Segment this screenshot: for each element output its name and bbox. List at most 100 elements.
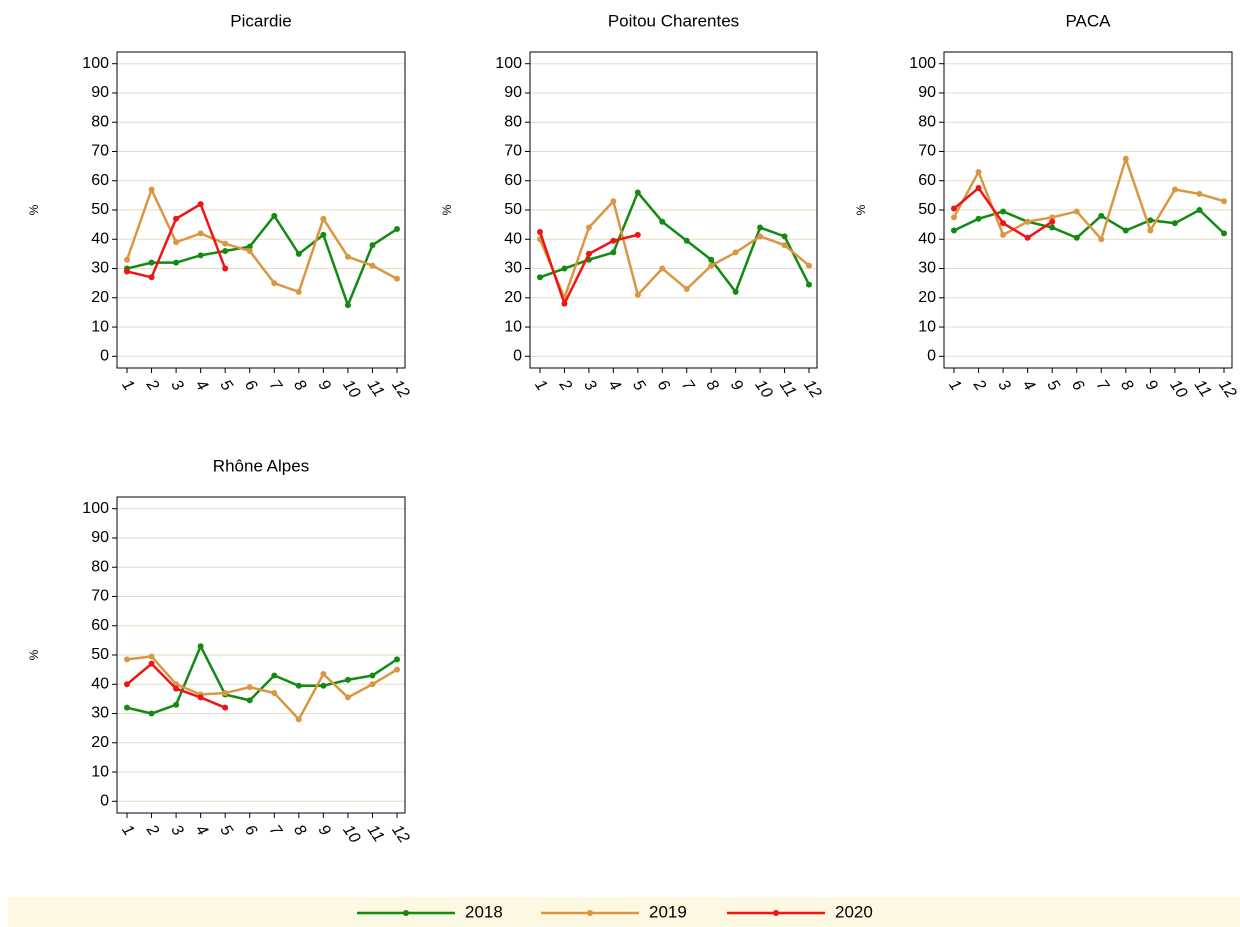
series-point <box>1122 227 1129 234</box>
series-point <box>537 228 543 235</box>
series-point <box>1171 186 1178 193</box>
y-tick-label: 90 <box>504 84 522 101</box>
y-tick-label: 90 <box>91 529 109 546</box>
x-tick-label: 11 <box>364 377 387 400</box>
series-point <box>271 280 278 287</box>
legend-marker <box>773 910 779 916</box>
y-tick-label: 20 <box>504 289 522 306</box>
series-point <box>1049 214 1056 221</box>
y-tick-label: 60 <box>918 172 936 189</box>
series-point <box>610 237 617 244</box>
series-point <box>1147 227 1154 234</box>
series-point <box>271 690 278 697</box>
series-point <box>1098 212 1105 219</box>
y-tick-label: 40 <box>918 230 936 247</box>
series-point <box>320 215 327 222</box>
series-point <box>1000 231 1007 238</box>
series-point <box>124 656 130 663</box>
series-point <box>320 671 327 678</box>
series-point <box>197 252 204 259</box>
series-point <box>173 259 180 266</box>
x-tick-label: 9 <box>727 377 746 394</box>
x-tick-label: 8 <box>1117 377 1136 394</box>
series-point <box>537 274 543 281</box>
y-tick-label: 100 <box>82 500 109 517</box>
x-tick-label: 9 <box>1142 377 1161 394</box>
series-point <box>757 233 764 240</box>
series-point <box>295 682 302 689</box>
series-point <box>1024 218 1031 225</box>
x-tick-label: 4 <box>1019 377 1038 394</box>
series-point <box>197 643 204 650</box>
series-point <box>806 262 812 269</box>
x-tick-label: 7 <box>266 822 286 840</box>
series-point <box>394 666 400 673</box>
x-tick-label: 3 <box>580 377 599 394</box>
series-point <box>320 231 327 238</box>
y-tick-label: 50 <box>91 646 109 663</box>
series-point <box>708 256 715 263</box>
series-point <box>781 233 788 240</box>
y-tick-label: 50 <box>91 201 109 218</box>
series-point <box>683 286 690 292</box>
y-tick-label: 60 <box>91 617 109 634</box>
y-tick-label: 30 <box>504 260 522 277</box>
y-tick-label: 40 <box>91 230 109 247</box>
series-point <box>148 653 155 660</box>
x-tick-label: 3 <box>994 377 1013 394</box>
series-point <box>369 672 376 679</box>
series-point <box>732 249 739 256</box>
series-point <box>394 226 400 233</box>
chart-title: PACA <box>1065 11 1111 30</box>
series-point <box>344 302 351 309</box>
series-point <box>634 189 641 196</box>
series-point <box>246 684 253 691</box>
series-line <box>539 190 811 295</box>
y-tick-label: 80 <box>504 113 522 130</box>
series-line <box>126 213 398 309</box>
x-tick-label: 12 <box>1215 377 1239 401</box>
series-point <box>585 224 592 231</box>
x-tick-label: 12 <box>800 377 824 401</box>
series-point <box>173 215 180 222</box>
y-tick-label: 70 <box>91 143 109 160</box>
series-point <box>246 243 253 250</box>
x-tick-label: 3 <box>167 822 186 839</box>
x-tick-label: 9 <box>315 377 334 394</box>
series-point <box>148 186 155 193</box>
plot-frame <box>116 496 406 814</box>
series-point <box>295 716 302 723</box>
y-tick-label: 20 <box>91 734 109 751</box>
x-tick-label: 10 <box>751 377 775 401</box>
series-point <box>561 265 568 272</box>
x-tick-label: 8 <box>290 822 309 839</box>
y-axis-label: % <box>440 204 454 215</box>
y-tick-label: 80 <box>91 113 109 130</box>
series-point <box>1049 224 1056 231</box>
series-line <box>126 643 398 715</box>
y-tick-label: 60 <box>504 172 522 189</box>
y-tick-label: 90 <box>918 84 936 101</box>
series-point <box>197 230 204 237</box>
series-point <box>246 247 253 254</box>
x-tick-label: 3 <box>167 377 186 394</box>
y-tick-label: 20 <box>91 289 109 306</box>
y-axis-label: % <box>854 204 868 215</box>
series-point <box>197 694 204 701</box>
y-tick-label: 10 <box>91 318 109 335</box>
series-point <box>1073 234 1080 241</box>
series-point <box>222 247 229 254</box>
series-point <box>222 690 229 697</box>
series-point <box>1049 218 1056 225</box>
y-tick-label: 0 <box>513 348 522 365</box>
series-point <box>634 291 641 298</box>
x-tick-label: 6 <box>654 377 673 394</box>
legend-label: 2020 <box>835 902 873 921</box>
series-point <box>222 704 229 711</box>
x-tick-label: 6 <box>241 822 260 839</box>
series-point <box>951 214 957 221</box>
series-point <box>246 697 253 704</box>
series-point <box>1122 155 1129 162</box>
y-tick-label: 60 <box>91 172 109 189</box>
